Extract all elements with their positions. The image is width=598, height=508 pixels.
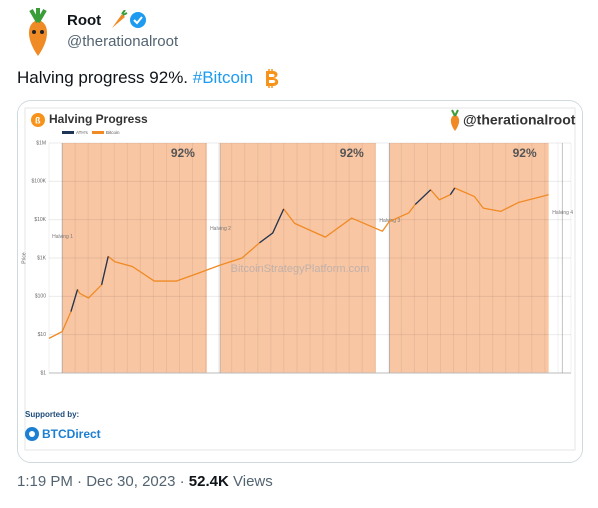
progress-band (389, 143, 549, 373)
name-icons (112, 10, 146, 28)
y-tick-label: $10 (38, 332, 47, 338)
supported-by: Supported by: (25, 410, 79, 419)
views-label: Views (233, 473, 273, 490)
legend-label: ATH's (76, 130, 89, 135)
avatar[interactable] (17, 8, 59, 58)
watermark: BitcoinStrategyPlatform.com (231, 263, 370, 275)
y-tick-label: $100 (35, 294, 46, 300)
brand: @therationalroot (463, 112, 576, 128)
y-tick-label: $1 (40, 370, 46, 376)
tweet-text: Halving progress 92%. #Bitcoin (17, 68, 253, 88)
date[interactable]: Dec 30, 2023 (86, 473, 176, 490)
legend-swatch (92, 131, 104, 134)
progress-band (62, 143, 207, 373)
progress-band (220, 143, 376, 373)
hashtag[interactable]: #Bitcoin (192, 68, 254, 87)
legend-swatch (62, 131, 74, 134)
y-tick-label: $1M (36, 140, 46, 146)
band-label: 92% (171, 146, 195, 160)
media-card[interactable]: ß Halving Progress @therationalroot Supp… (17, 100, 583, 463)
chart: ß Halving Progress @therationalroot Supp… (18, 101, 582, 457)
y-tick-label: $1K (37, 255, 47, 261)
y-tick-label: $100K (32, 179, 47, 185)
halving-label: Halving 2 (210, 226, 231, 232)
legend-label: Bitcoin (106, 130, 120, 135)
halving-label: Halving 1 (52, 234, 73, 240)
user-handle[interactable]: @therationalroot (67, 33, 179, 50)
halving-label: Halving 4 (552, 210, 573, 216)
y-axis-label: Price (21, 252, 27, 264)
user-name[interactable]: Root (67, 12, 102, 29)
svg-text:ß: ß (35, 115, 41, 125)
price-line (48, 187, 549, 339)
chart-title: Halving Progress (49, 112, 148, 126)
bitcoin-icon (266, 69, 279, 88)
tweet-body: Halving progress 92%. (17, 68, 189, 87)
sponsor: BTCDirect (42, 427, 101, 441)
time[interactable]: 1:19 PM (17, 473, 73, 490)
tweet-meta: 1:19 PM · Dec 30, 2023 · 52.4K Views (17, 473, 273, 490)
band-label: 92% (340, 146, 364, 160)
y-tick-label: $10K (34, 217, 46, 223)
views-count: 52.4K (188, 473, 229, 490)
price-line (70, 187, 456, 312)
band-label: 92% (513, 146, 537, 160)
